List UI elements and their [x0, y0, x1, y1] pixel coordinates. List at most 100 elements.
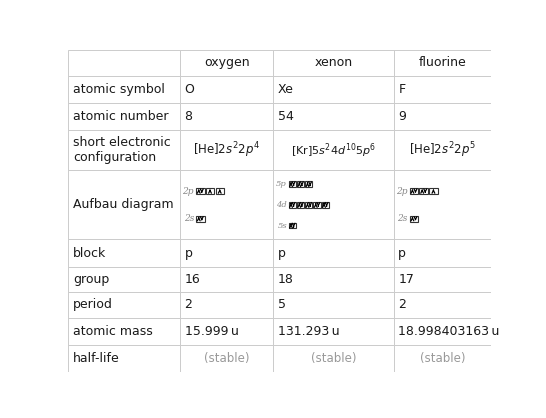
- Bar: [68, 50, 180, 76]
- Bar: [410, 188, 418, 194]
- Bar: [180, 103, 274, 130]
- Bar: [68, 76, 180, 103]
- Bar: [68, 171, 180, 240]
- Text: 2s: 2s: [183, 214, 194, 223]
- Text: 131.293 u: 131.293 u: [278, 325, 339, 338]
- Text: 16: 16: [185, 273, 200, 286]
- Bar: [394, 240, 491, 267]
- Text: atomic number: atomic number: [73, 110, 169, 123]
- Text: $\mathregular{[He]2}s^{\mathregular{2}}\mathregular{2}p^{\mathregular{4}}$: $\mathregular{[He]2}s^{\mathregular{2}}\…: [193, 140, 260, 160]
- Text: half-life: half-life: [73, 352, 120, 365]
- Bar: [429, 188, 438, 194]
- Bar: [322, 202, 329, 208]
- Bar: [394, 267, 491, 292]
- Bar: [216, 188, 224, 194]
- Bar: [274, 76, 394, 103]
- Bar: [394, 130, 491, 171]
- Bar: [419, 188, 428, 194]
- Bar: [394, 103, 491, 130]
- Bar: [289, 223, 296, 228]
- Bar: [394, 171, 491, 240]
- Bar: [180, 318, 274, 345]
- Text: 2p: 2p: [182, 186, 194, 196]
- Bar: [394, 50, 491, 76]
- Text: oxygen: oxygen: [204, 56, 250, 69]
- Bar: [180, 50, 274, 76]
- Bar: [180, 130, 274, 171]
- Bar: [274, 318, 394, 345]
- Text: 5: 5: [278, 298, 286, 311]
- Text: $\mathregular{[Kr]5}s^{\mathregular{2}}\mathregular{4}d^{\mathregular{10}}\mathr: $\mathregular{[Kr]5}s^{\mathregular{2}}\…: [291, 141, 376, 160]
- Bar: [305, 181, 312, 187]
- Bar: [410, 216, 418, 222]
- Text: p: p: [399, 247, 406, 260]
- Text: (stable): (stable): [311, 352, 357, 365]
- Text: fluorine: fluorine: [419, 56, 467, 69]
- Text: F: F: [399, 83, 406, 96]
- Bar: [274, 50, 394, 76]
- Bar: [68, 267, 180, 292]
- Bar: [274, 267, 394, 292]
- Bar: [394, 76, 491, 103]
- Bar: [206, 188, 214, 194]
- Bar: [274, 292, 394, 318]
- Text: 5p: 5p: [276, 180, 287, 188]
- Text: group: group: [73, 273, 110, 286]
- Bar: [180, 76, 274, 103]
- Text: Aufbau diagram: Aufbau diagram: [73, 199, 174, 212]
- Text: period: period: [73, 298, 113, 311]
- Text: (stable): (stable): [420, 352, 466, 365]
- Bar: [297, 202, 304, 208]
- Bar: [68, 345, 180, 372]
- Text: (stable): (stable): [204, 352, 250, 365]
- Bar: [394, 292, 491, 318]
- Bar: [180, 345, 274, 372]
- Text: $\mathregular{[He]2}s^{\mathregular{2}}\mathregular{2}p^{\mathregular{5}}$: $\mathregular{[He]2}s^{\mathregular{2}}\…: [410, 140, 476, 160]
- Bar: [297, 181, 304, 187]
- Bar: [274, 130, 394, 171]
- Text: 9: 9: [399, 110, 406, 123]
- Bar: [274, 171, 394, 240]
- Bar: [180, 171, 274, 240]
- Text: Xe: Xe: [278, 83, 294, 96]
- Bar: [68, 130, 180, 171]
- Text: p: p: [278, 247, 286, 260]
- Text: 18.998403163 u: 18.998403163 u: [399, 325, 500, 338]
- Bar: [68, 103, 180, 130]
- Text: 5s: 5s: [277, 222, 287, 229]
- Bar: [196, 188, 205, 194]
- Text: xenon: xenon: [314, 56, 353, 69]
- Bar: [68, 240, 180, 267]
- Text: 18: 18: [278, 273, 294, 286]
- Text: 54: 54: [278, 110, 294, 123]
- Bar: [289, 202, 296, 208]
- Text: O: O: [185, 83, 194, 96]
- Bar: [394, 318, 491, 345]
- Bar: [68, 292, 180, 318]
- Bar: [394, 345, 491, 372]
- Bar: [68, 318, 180, 345]
- Bar: [305, 202, 312, 208]
- Bar: [274, 240, 394, 267]
- Bar: [313, 202, 321, 208]
- Text: atomic symbol: atomic symbol: [73, 83, 165, 96]
- Text: 17: 17: [399, 273, 414, 286]
- Bar: [196, 216, 205, 222]
- Text: 8: 8: [185, 110, 193, 123]
- Text: 15.999 u: 15.999 u: [185, 325, 239, 338]
- Bar: [180, 240, 274, 267]
- Text: 2p: 2p: [396, 186, 408, 196]
- Text: 4d: 4d: [276, 201, 287, 209]
- Bar: [180, 267, 274, 292]
- Bar: [289, 181, 296, 187]
- Text: p: p: [185, 247, 193, 260]
- Text: 2: 2: [399, 298, 406, 311]
- Text: atomic mass: atomic mass: [73, 325, 153, 338]
- Bar: [274, 345, 394, 372]
- Bar: [180, 292, 274, 318]
- Text: 2s: 2s: [397, 214, 408, 223]
- Text: block: block: [73, 247, 106, 260]
- Text: 2: 2: [185, 298, 193, 311]
- Text: short electronic
configuration: short electronic configuration: [73, 136, 171, 164]
- Bar: [274, 103, 394, 130]
